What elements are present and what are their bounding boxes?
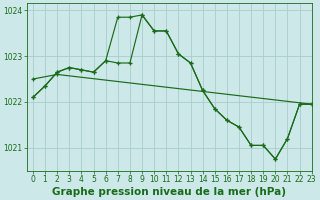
X-axis label: Graphe pression niveau de la mer (hPa): Graphe pression niveau de la mer (hPa) bbox=[52, 187, 286, 197]
